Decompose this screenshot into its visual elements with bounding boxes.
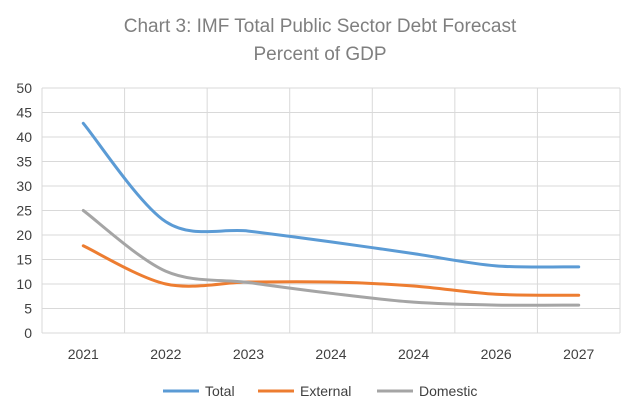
x-tick-label: 2026 (481, 346, 512, 362)
legend-label-total: Total (205, 383, 235, 399)
y-axis-ticks: 0 5 10 15 20 25 30 35 40 45 50 (16, 80, 32, 341)
x-tick-label: 2023 (233, 346, 264, 362)
y-tick-label: 15 (16, 252, 32, 268)
chart-subtitle: Percent of GDP (253, 44, 386, 65)
series-lines (81, 121, 581, 307)
x-tick-label: 2024 (315, 346, 346, 362)
y-tick-label: 10 (16, 276, 32, 292)
y-tick-label: 40 (16, 129, 32, 145)
y-tick-label: 25 (16, 203, 32, 219)
x-tick-label: 2027 (563, 346, 594, 362)
series-line-external (81, 244, 581, 297)
legend-label-external: External (300, 383, 351, 399)
x-tick-label: 2022 (150, 346, 181, 362)
y-tick-label: 50 (16, 80, 32, 96)
series-line-total (81, 121, 581, 269)
y-tick-label: 45 (16, 105, 32, 121)
gridlines (41, 87, 621, 334)
y-tick-label: 0 (24, 325, 32, 341)
x-tick-label: 2024 (398, 346, 429, 362)
legend-label-domestic: Domestic (419, 383, 477, 399)
y-tick-label: 30 (16, 178, 32, 194)
chart-title: Chart 3: IMF Total Public Sector Debt Fo… (124, 16, 517, 37)
y-tick-label: 35 (16, 154, 32, 170)
series-line-domestic (81, 209, 581, 307)
x-axis-ticks: 2021 2022 2023 2024 2024 2026 2027 (68, 346, 595, 362)
x-tick-label: 2021 (68, 346, 99, 362)
y-tick-label: 20 (16, 227, 32, 243)
legend: Total External Domestic (163, 383, 477, 399)
y-tick-label: 5 (24, 301, 32, 317)
